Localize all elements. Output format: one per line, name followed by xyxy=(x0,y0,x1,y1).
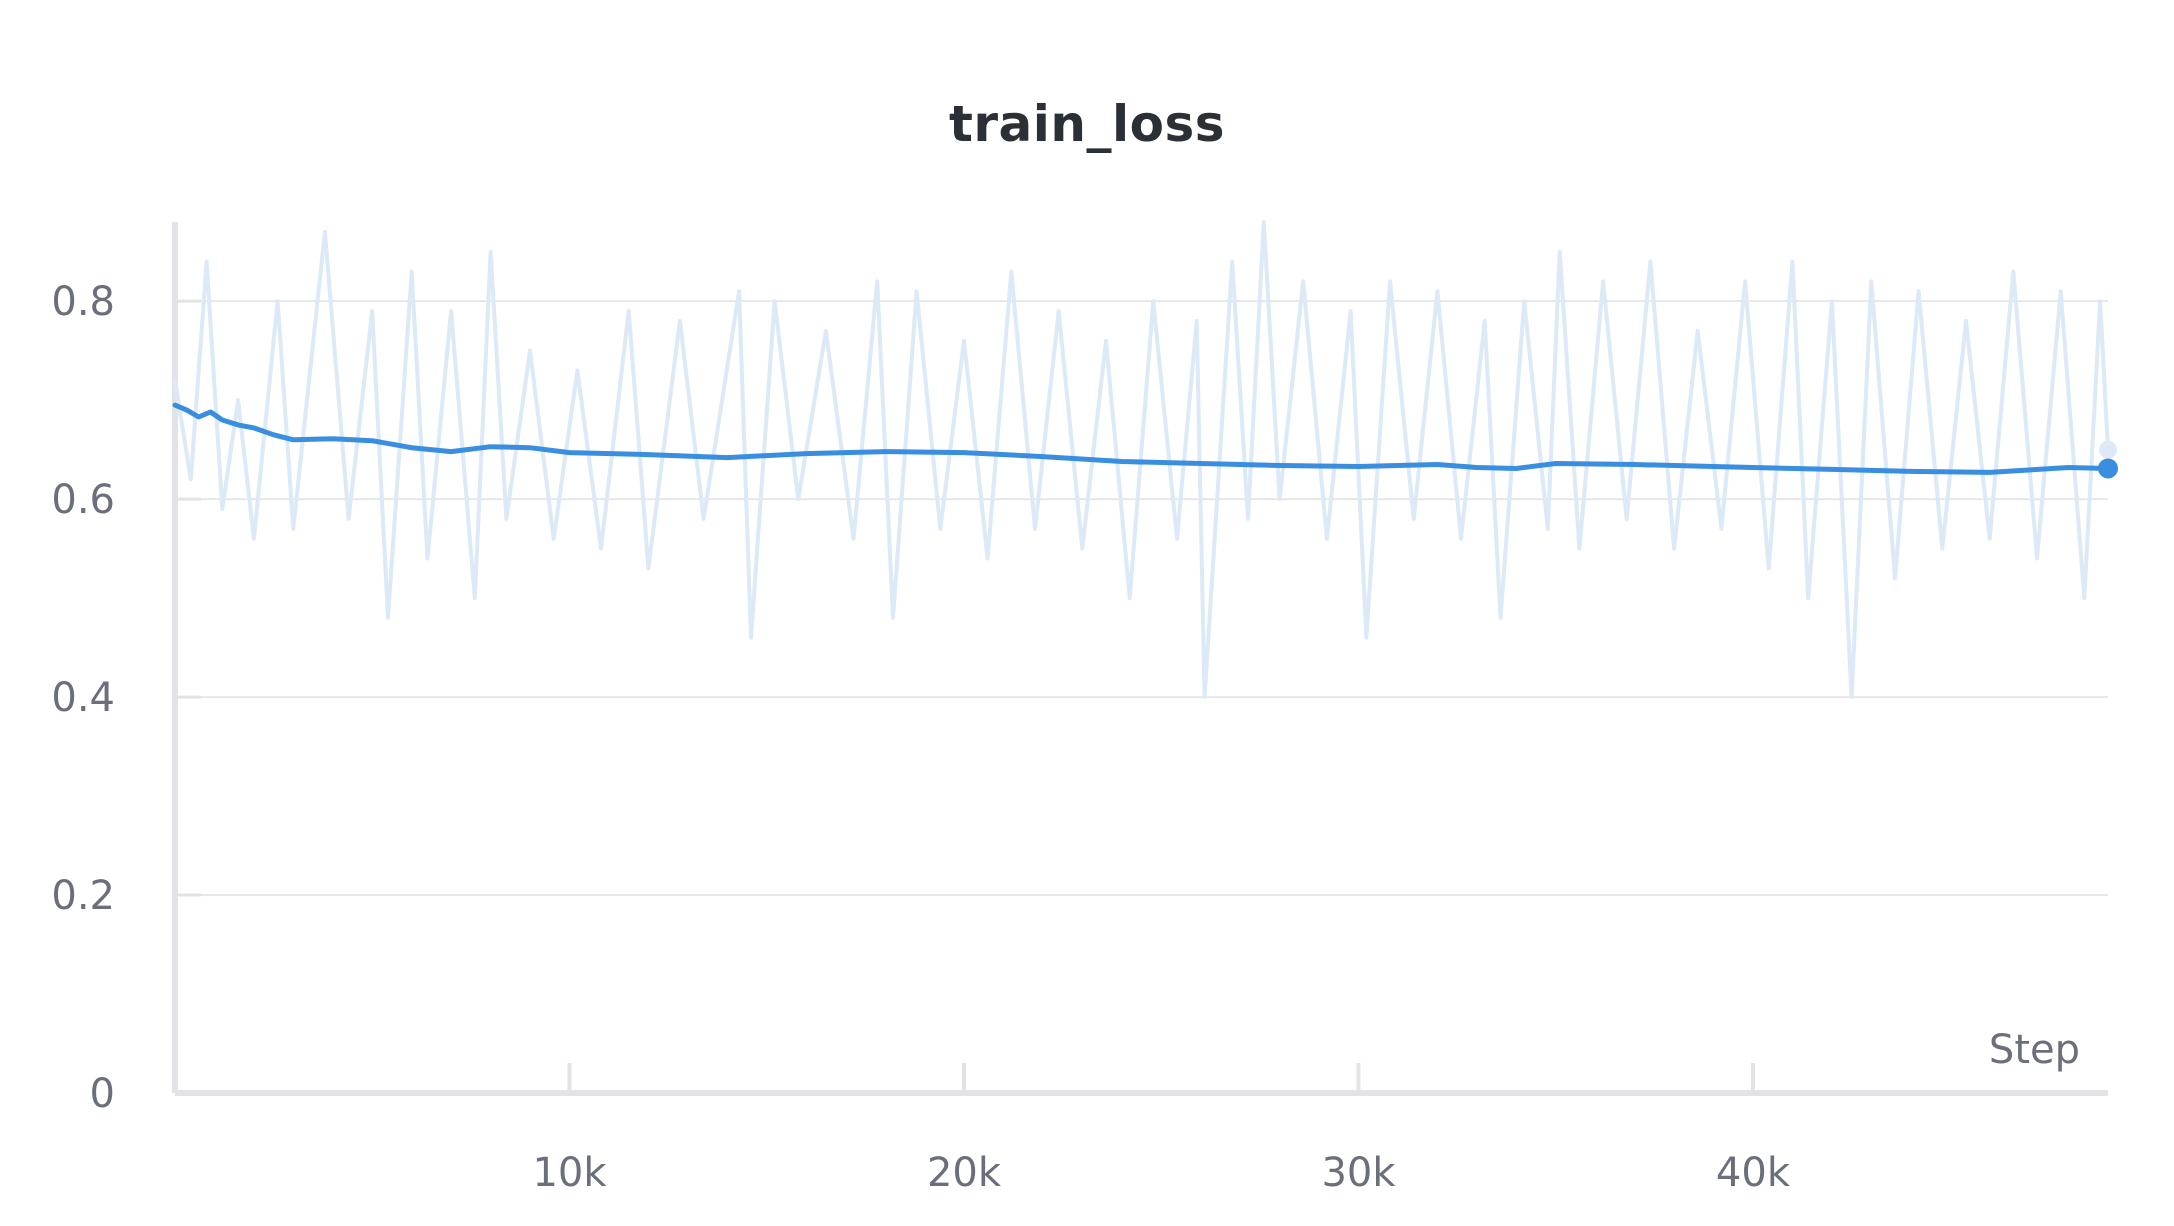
y-tick-label-1: 0.2 xyxy=(51,873,115,919)
x-axis-title: Step xyxy=(1989,1027,2080,1073)
y-tick-label-0: 0 xyxy=(90,1071,115,1117)
y-tick-label-2: 0.4 xyxy=(51,675,115,721)
x-tick-label-0: 10k xyxy=(532,1150,607,1196)
raw-last-point-marker[interactable] xyxy=(2099,440,2117,459)
x-tick-label-1: 20k xyxy=(927,1150,1002,1196)
series-line-smoothed[interactable] xyxy=(172,402,2111,475)
chart-title: train_loss xyxy=(948,95,1226,153)
y-tick-label-4: 0.8 xyxy=(51,279,115,325)
x-tick-label-2: 30k xyxy=(1321,1150,1396,1196)
smoothed-last-point-marker[interactable] xyxy=(2098,458,2118,479)
series-line-raw[interactable] xyxy=(173,220,2110,700)
y-tick-label-3: 0.6 xyxy=(51,477,115,523)
x-tick-label-3: 40k xyxy=(1716,1150,1791,1196)
